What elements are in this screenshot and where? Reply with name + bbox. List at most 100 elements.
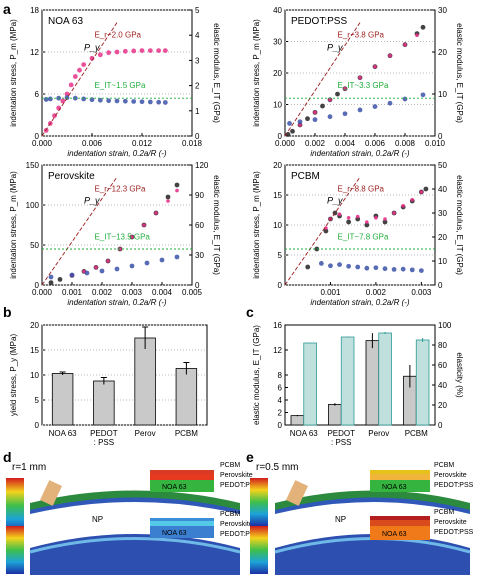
category-label: : PSS: [94, 438, 114, 447]
data-point: [72, 74, 78, 79]
fem-e-bottom-layer-pcbm: PCBM: [434, 509, 454, 516]
y-axis-label: indentation stress, P_m (MPa): [252, 171, 261, 279]
bar-panel-c: 0 2 4 6 8 12 16 0 20 40 60 80 100 elastic modulus, E_…: [252, 321, 464, 447]
y2-tick-label: 4: [195, 31, 200, 40]
fit-line: [284, 22, 361, 137]
data-point: [97, 97, 103, 103]
y-tick-label: 10: [30, 371, 39, 380]
y2-tick-label: 5: [195, 6, 200, 15]
y2-tick-label: 90: [195, 191, 204, 200]
data-point: [343, 86, 347, 91]
plot-frame: [41, 9, 193, 137]
data-point: [364, 222, 370, 228]
y2-tick-label: 0: [438, 421, 443, 430]
data-point: [403, 42, 407, 47]
bar: [134, 337, 156, 426]
bar-elasticity: [378, 332, 392, 426]
annotation-py: P_y: [327, 42, 343, 52]
fit-line: [41, 22, 118, 137]
y2-tick-label: 1: [195, 107, 200, 116]
x-axis-label: indentation strain, 0.2a/R (-): [67, 149, 166, 158]
y-tick-label: 150: [26, 161, 40, 170]
panel-letter-b: b: [3, 304, 12, 320]
data-point: [374, 216, 378, 220]
bar-panel-b: 0 5 10 15 20 yield stress, P_y (MPa) NOA 63 PED…: [9, 321, 208, 447]
x-tick-label: 0.003: [411, 288, 432, 297]
bar-elasticity: [340, 336, 355, 426]
bar-elasticity: [415, 339, 430, 426]
data-point: [147, 99, 153, 105]
fem-e-indenter: [286, 480, 308, 506]
data-point: [313, 110, 317, 115]
data-point: [387, 100, 393, 106]
annotation-eit: E_IT~13.5 GPa: [95, 232, 151, 241]
y-tick-label: 12: [30, 48, 39, 57]
data-point: [420, 24, 426, 30]
y-tick-label: 30: [273, 38, 282, 47]
data-point: [175, 188, 179, 193]
bar-modulus: [365, 340, 380, 426]
data-point: [106, 98, 112, 104]
bar: [175, 368, 198, 426]
data-point: [139, 99, 145, 105]
fem-d-bottom-noa-label: NOA 63: [162, 530, 187, 537]
data-point: [94, 265, 98, 270]
fem-d-top-layer-pcbm: PCBM: [220, 462, 240, 469]
data-point: [373, 64, 377, 69]
y-tick-label: 16: [273, 321, 282, 330]
data-point: [99, 268, 105, 274]
y2-axis-label: elastic modulus, E_IT (GPa): [212, 23, 221, 123]
data-point: [372, 104, 378, 109]
y-tick-label: 6: [35, 90, 40, 99]
y-tick-label: 0: [278, 421, 283, 430]
y-tick-label: 50: [30, 241, 39, 250]
data-point: [401, 204, 405, 208]
y2-tick-label: 10: [438, 90, 447, 99]
data-point: [144, 260, 150, 266]
data-point: [402, 96, 408, 102]
data-point: [48, 280, 54, 285]
data-point: [400, 266, 406, 272]
fem-d-bottom-stack-pcbm: [150, 518, 214, 521]
data-point: [147, 48, 153, 53]
x-tick-label: 0.012: [132, 139, 153, 148]
data-point: [60, 98, 66, 104]
annotation-er: E_r~12.3 GPa: [95, 184, 146, 193]
data-point: [290, 128, 295, 134]
panel-letter-d: d: [3, 449, 12, 465]
y2-tick-label: 30: [438, 6, 447, 15]
data-point: [346, 219, 352, 225]
fem-e-bottom-stack-perov: [370, 520, 430, 526]
data-point: [48, 274, 54, 280]
y2-tick-label: 100: [438, 321, 452, 330]
panel-title: PEDOT:PSS: [291, 16, 347, 27]
bar: [93, 380, 115, 426]
category-label: PEDOT: [90, 429, 118, 438]
fem-d-top-layer-pedot: PEDOT:PSS: [220, 482, 260, 489]
data-point: [305, 116, 310, 122]
fem-e-top-substrate: [275, 490, 470, 513]
x-tick-label: 0.000: [275, 139, 296, 148]
y2-tick-label: 60: [438, 361, 447, 370]
fem-e-top-stack-noa: [370, 480, 430, 492]
fem-d-np-label: NP: [92, 515, 103, 524]
data-point: [154, 211, 158, 215]
data-point: [318, 261, 324, 266]
data-point: [131, 48, 137, 54]
y2-tick-label: 120: [195, 161, 209, 170]
fem-d-top-layer-perov: Perovskite: [220, 472, 253, 479]
fem-d-bottom-layer-perov: Perovskite: [220, 521, 253, 528]
data-point: [337, 262, 342, 267]
data-point: [327, 114, 333, 120]
fem-e-bottom-noa-label: NOA 63: [382, 531, 407, 538]
data-point: [355, 264, 361, 270]
category-label: NOA 63: [290, 429, 319, 438]
y-tick-label: 5: [35, 396, 40, 405]
data-point: [89, 55, 95, 61]
data-point: [97, 52, 103, 58]
x-tick-label: 0.002: [92, 288, 113, 297]
data-point: [297, 119, 303, 125]
y-tick-label: 0: [278, 281, 283, 290]
data-point: [166, 199, 170, 203]
